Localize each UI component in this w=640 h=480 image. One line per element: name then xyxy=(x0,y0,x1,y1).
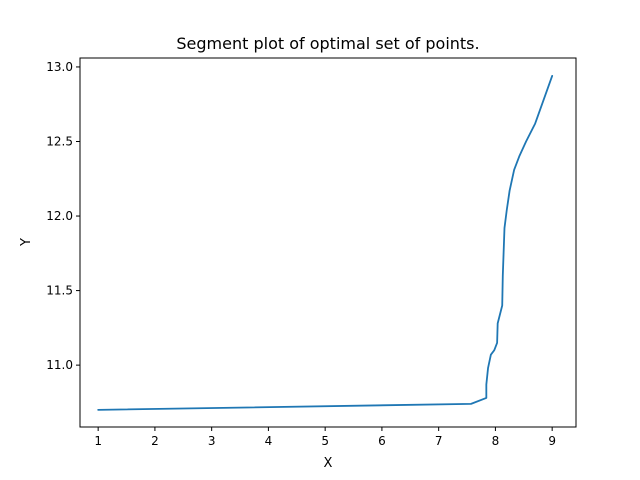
x-tick-label: 7 xyxy=(435,434,443,448)
y-tick-label: 12.0 xyxy=(46,209,73,223)
x-tick-label: 9 xyxy=(548,434,556,448)
x-tick-label: 6 xyxy=(378,434,386,448)
axes-frame xyxy=(79,57,577,428)
plot-area xyxy=(97,74,554,411)
x-axis-ticks: 1 2 3 4 5 6 7 8 9 xyxy=(94,427,556,448)
x-axis-label: X xyxy=(324,456,333,471)
x-tick-label: 3 xyxy=(208,434,216,448)
series-line-0 xyxy=(97,74,554,411)
y-axis-label: Y xyxy=(19,238,34,247)
x-tick-label: 5 xyxy=(321,434,329,448)
y-tick-label: 12.5 xyxy=(46,134,73,148)
y-tick-label: 13.0 xyxy=(46,60,73,74)
y-tick-label: 11.0 xyxy=(46,358,73,372)
x-tick-label: 2 xyxy=(151,434,159,448)
y-axis-ticks: 11.0 11.5 12.0 12.5 13.0 xyxy=(46,60,80,372)
x-tick-label: 8 xyxy=(492,434,500,448)
chart-title: Segment plot of optimal set of points. xyxy=(176,34,479,53)
x-tick-label: 1 xyxy=(94,434,102,448)
y-tick-label: 11.5 xyxy=(46,284,73,298)
x-tick-label: 4 xyxy=(265,434,273,448)
